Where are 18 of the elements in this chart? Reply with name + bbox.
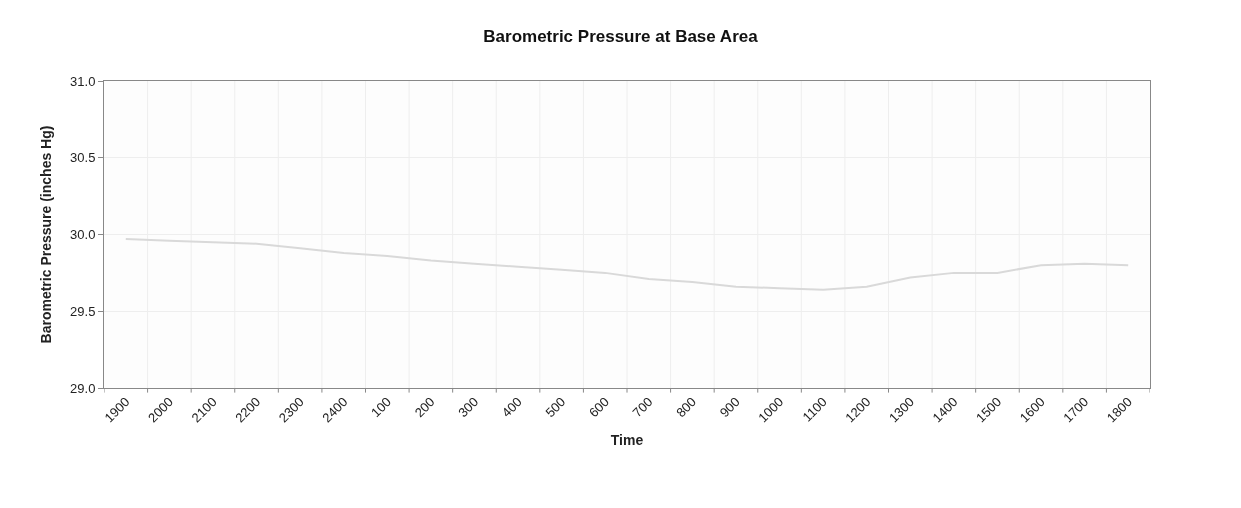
y-tick-label: 30.5 bbox=[70, 150, 96, 166]
x-tick-label: 700 bbox=[629, 394, 656, 421]
x-tick-label: 100 bbox=[368, 394, 395, 421]
x-axis-title: Time bbox=[610, 431, 644, 448]
y-tick-label: 29.0 bbox=[70, 380, 96, 396]
x-tick-label: 300 bbox=[455, 394, 482, 421]
y-axis-title: Barometric Pressure (inches Hg) bbox=[37, 125, 54, 344]
x-tick-label: 800 bbox=[673, 394, 700, 421]
line-series bbox=[124, 238, 1130, 291]
x-tick-label: 600 bbox=[585, 394, 612, 421]
chart-title: Barometric Pressure at Base Area bbox=[483, 26, 759, 46]
y-tick-label: 31.0 bbox=[70, 73, 96, 89]
x-tick-label: 200 bbox=[411, 394, 438, 421]
x-tick-label: 500 bbox=[542, 394, 569, 421]
x-tick-label: 900 bbox=[716, 394, 743, 421]
y-tick-label: 29.5 bbox=[70, 303, 96, 319]
y-tick-label: 30.0 bbox=[70, 227, 96, 243]
x-tick-label: 400 bbox=[498, 394, 525, 421]
